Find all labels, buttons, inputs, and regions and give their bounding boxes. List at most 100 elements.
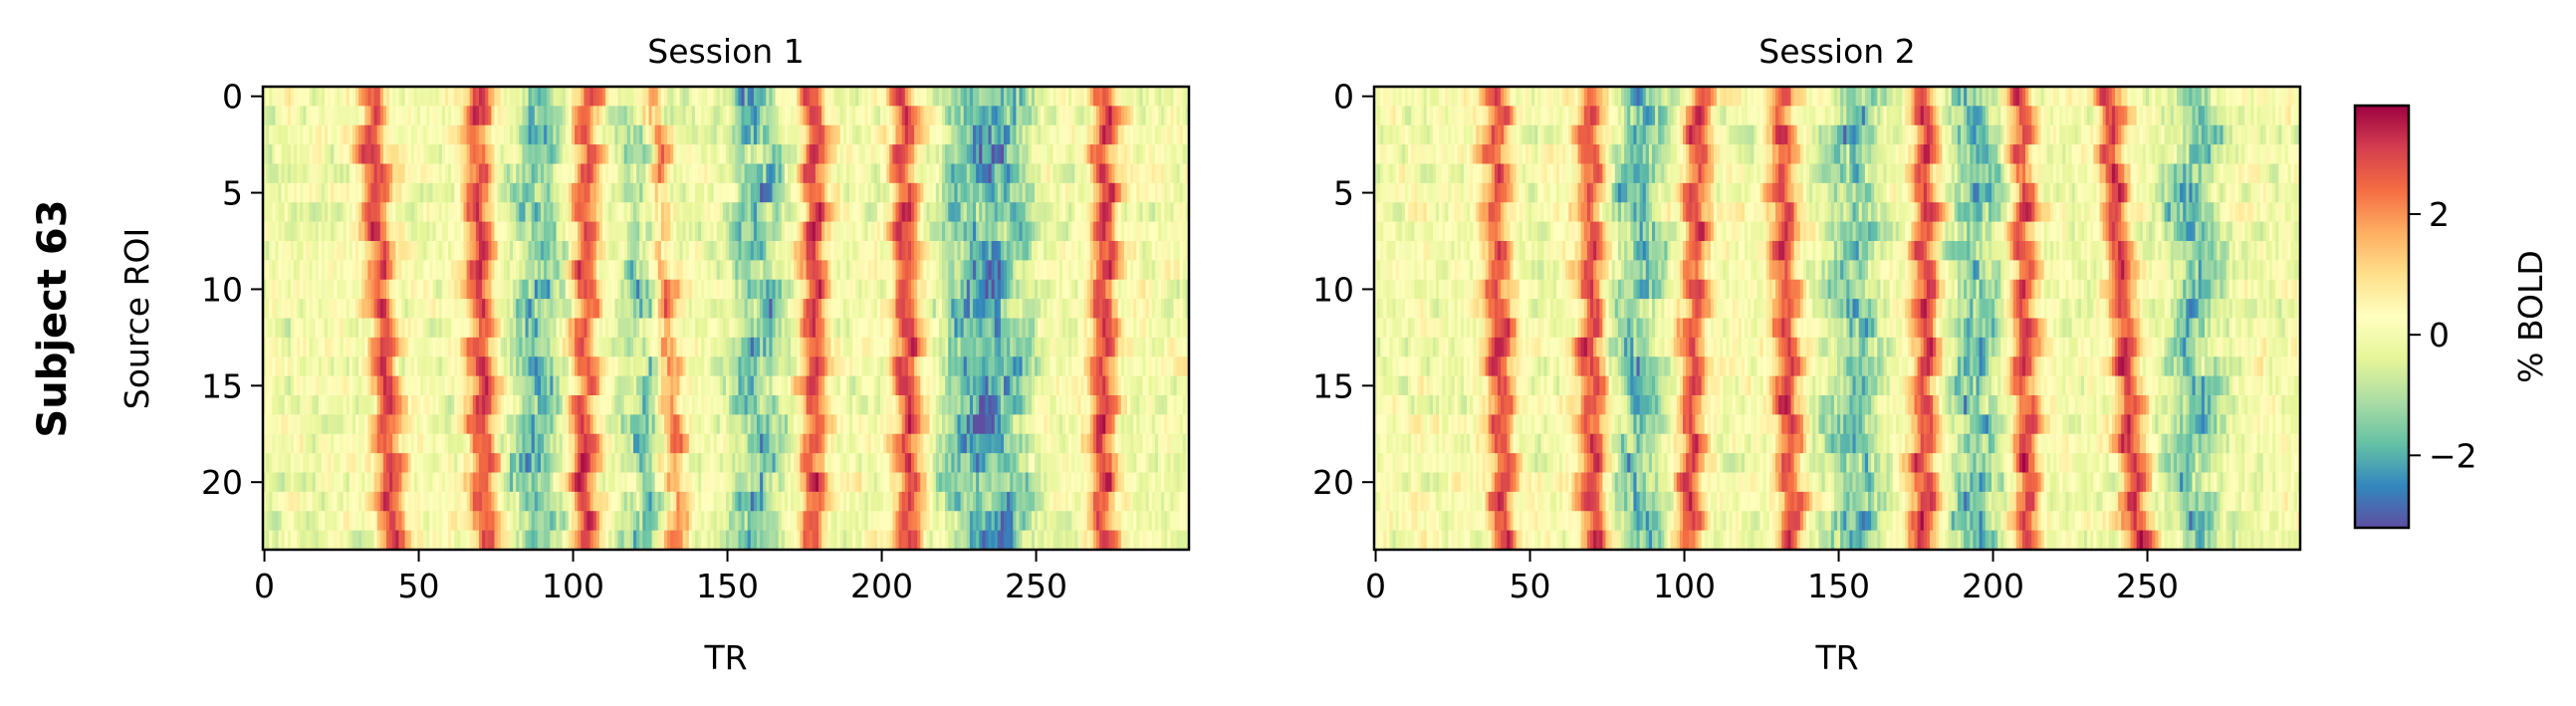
heatmap-cell: [695, 106, 699, 126]
heatmap-cell: [466, 221, 471, 242]
heatmap-cell: [629, 260, 634, 281]
heatmap-cell: [516, 87, 520, 107]
heatmap-cell: [1130, 163, 1134, 184]
heatmap-cell: [1035, 241, 1039, 261]
heatmap-cell: [318, 279, 323, 300]
heatmap-cell: [284, 221, 289, 242]
heatmap-cell: [997, 260, 1002, 281]
heatmap-cell: [1007, 202, 1011, 223]
heatmap-cell: [1158, 202, 1162, 223]
heatmap-cell: [531, 202, 536, 223]
heatmap-cell: [827, 356, 831, 377]
heatmap-cell: [1173, 144, 1178, 165]
heatmap-cell: [1170, 260, 1175, 281]
heatmap-cell: [454, 375, 458, 396]
heatmap-cell: [1120, 221, 1125, 242]
heatmap-cell: [1139, 356, 1144, 377]
heatmap-cell: [519, 106, 523, 126]
heatmap-cell: [281, 163, 286, 184]
heatmap-cell: [892, 299, 897, 320]
heatmap-cell: [809, 124, 814, 145]
heatmap-cell: [729, 318, 733, 339]
heatmap-cell: [954, 318, 959, 339]
heatmap-cell: [685, 356, 690, 377]
heatmap-cell: [404, 395, 409, 415]
heatmap-cell: [858, 221, 862, 242]
heatmap-cell: [673, 299, 677, 320]
heatmap-cell: [713, 395, 718, 415]
heatmap-cell: [275, 163, 280, 184]
heatmap-cell: [1127, 260, 1131, 281]
heatmap-cell: [1071, 124, 1075, 145]
heatmap-cell: [337, 182, 342, 203]
heatmap-cell: [614, 375, 619, 396]
heatmap-cell: [413, 279, 418, 300]
heatmap-cell: [1136, 318, 1140, 339]
heatmap-cell: [626, 182, 631, 203]
heatmap-cell: [670, 87, 674, 107]
heatmap-cell: [1065, 279, 1069, 300]
heatmap-cell: [1182, 182, 1187, 203]
heatmap-cell: [688, 356, 693, 377]
heatmap-cell: [1170, 202, 1175, 223]
heatmap-cell: [942, 260, 946, 281]
heatmap-cell: [287, 221, 292, 242]
heatmap-cell: [389, 260, 393, 281]
heatmap-cell: [741, 279, 746, 300]
heatmap-cell: [824, 375, 828, 396]
heatmap-cell: [1182, 337, 1187, 357]
heatmap-cell: [938, 318, 943, 339]
heatmap-cell: [479, 124, 483, 145]
heatmap-cell: [290, 395, 295, 415]
heatmap-cell: [382, 202, 387, 223]
heatmap-cell: [1173, 106, 1178, 126]
heatmap-cell: [750, 182, 755, 203]
heatmap-cell: [911, 260, 915, 281]
heatmap-cell: [389, 124, 393, 145]
heatmap-cell: [701, 337, 705, 357]
heatmap-cell: [948, 375, 952, 396]
heatmap-cell: [556, 318, 561, 339]
heatmap-cell: [883, 221, 887, 242]
heatmap-cell: [982, 182, 986, 203]
heatmap-cell: [485, 279, 489, 300]
heatmap-cell: [312, 395, 317, 415]
heatmap-cell: [883, 124, 887, 145]
heatmap-cell: [883, 337, 887, 357]
heatmap-cell: [1151, 106, 1156, 126]
heatmap-cell: [575, 124, 579, 145]
heatmap-cell: [1148, 106, 1153, 126]
heatmap-cell: [1130, 221, 1134, 242]
heatmap-cell: [704, 299, 708, 320]
heatmap-cell: [466, 299, 471, 320]
heatmap-cell: [1161, 221, 1165, 242]
heatmap-cell: [572, 356, 576, 377]
heatmap-cell: [1130, 260, 1134, 281]
heatmap-cell: [528, 106, 533, 126]
heatmap-cell: [1161, 106, 1165, 126]
heatmap-cell: [1123, 299, 1128, 320]
heatmap-cell: [275, 241, 280, 261]
heatmap-cell: [544, 163, 548, 184]
heatmap-cell: [1099, 144, 1103, 165]
heatmap-cell: [991, 144, 996, 165]
heatmap-cell: [966, 106, 971, 126]
heatmap-cell: [750, 124, 755, 145]
heatmap-cell: [664, 144, 668, 165]
heatmap-cell: [1086, 87, 1091, 107]
heatmap-cell: [819, 318, 822, 339]
heatmap-cell: [382, 260, 387, 281]
heatmap-cell: [849, 124, 853, 145]
heatmap-cell: [370, 279, 375, 300]
heatmap-cell: [460, 106, 465, 126]
heatmap-cell: [747, 221, 752, 242]
heatmap-cell: [367, 124, 372, 145]
heatmap-cell: [917, 356, 921, 377]
heatmap-cell: [679, 241, 684, 261]
heatmap-cell: [929, 337, 934, 357]
heatmap-cell: [1019, 356, 1024, 377]
heatmap-cell: [1158, 375, 1162, 396]
heatmap-cell: [824, 182, 828, 203]
heatmap-cell: [781, 163, 786, 184]
heatmap-cell: [559, 260, 564, 281]
